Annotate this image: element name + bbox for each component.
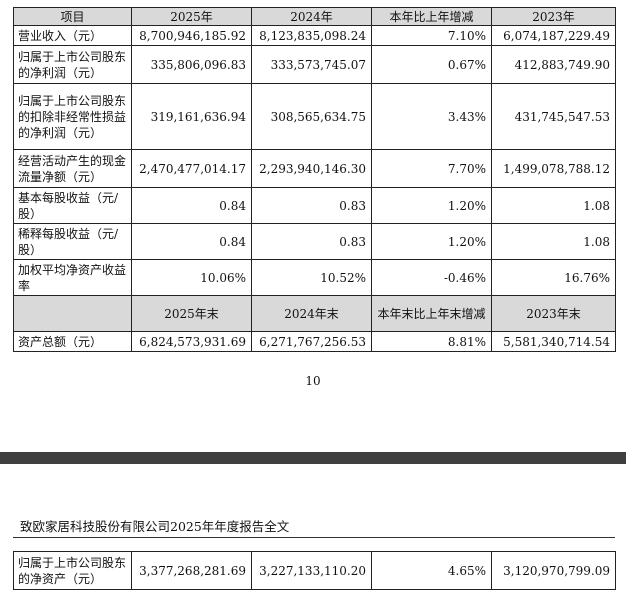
financial-summary-table: 项目 2025年 2024年 本年比上年增减 2023年 营业收入（元） 8,7…	[13, 7, 616, 352]
value-change: 3.43%	[371, 83, 492, 150]
page-separator	[0, 452, 626, 464]
row-label: 营业收入（元）	[13, 25, 132, 46]
table-row: 经营活动产生的现金流量净额（元） 2,470,477,014.17 2,293,…	[13, 149, 616, 188]
value-change: -0.46%	[371, 259, 492, 296]
value-2023: 431,745,547.53	[491, 83, 616, 150]
value-2025: 335,806,096.83	[131, 45, 252, 84]
row-label: 归属于上市公司股东的净资产（元）	[13, 551, 132, 590]
value-2024: 8,123,835,098.24	[251, 25, 372, 46]
row-label: 基本每股收益（元/股）	[13, 187, 132, 224]
financial-summary-table-continued: 归属于上市公司股东的净资产（元） 3,377,268,281.69 3,227,…	[13, 551, 616, 590]
value-2024: 10.52%	[251, 259, 372, 296]
value-change: 0.67%	[371, 45, 492, 84]
value-2025: 8,700,946,185.92	[131, 25, 252, 46]
value-2023: 1,499,078,788.12	[491, 149, 616, 188]
table-subheader-row: 2025年末 2024年末 本年末比上年末增减 2023年末	[13, 295, 616, 332]
value-change: 1.20%	[371, 187, 492, 224]
subheader-2023-end: 2023年末	[491, 295, 616, 332]
value-2023: 6,074,187,229.49	[491, 25, 616, 46]
table-row: 归属于上市公司股东的扣除非经常性损益的净利润（元） 319,161,636.94…	[13, 83, 616, 150]
value-2023: 1.08	[491, 223, 616, 260]
value-2025: 3,377,268,281.69	[131, 551, 252, 590]
row-label: 经营活动产生的现金流量净额（元）	[13, 149, 132, 188]
value-2025: 0.84	[131, 223, 252, 260]
value-2025: 2,470,477,014.17	[131, 149, 252, 188]
value-change: 1.20%	[371, 223, 492, 260]
table-row: 归属于上市公司股东的净利润（元） 335,806,096.83 333,573,…	[13, 45, 616, 84]
row-label: 稀释每股收益（元/股）	[13, 223, 132, 260]
header-2023: 2023年	[491, 7, 616, 26]
running-header: 致欧家居科技股份有限公司2025年年度报告全文	[20, 519, 290, 534]
value-change: 7.70%	[371, 149, 492, 188]
subheader-item	[13, 295, 132, 332]
value-2023: 3,120,970,799.09	[491, 551, 616, 590]
value-2024: 2,293,940,146.30	[251, 149, 372, 188]
table-row: 基本每股收益（元/股） 0.84 0.83 1.20% 1.08	[13, 187, 616, 224]
header-2024: 2024年	[251, 7, 372, 26]
row-label: 归属于上市公司股东的净利润（元）	[13, 45, 132, 84]
value-2025: 319,161,636.94	[131, 83, 252, 150]
value-2024: 3,227,133,110.20	[251, 551, 372, 590]
subheader-change: 本年末比上年末增减	[371, 295, 492, 332]
header-2025: 2025年	[131, 7, 252, 26]
row-label: 归属于上市公司股东的扣除非经常性损益的净利润（元）	[13, 83, 132, 150]
table-row: 归属于上市公司股东的净资产（元） 3,377,268,281.69 3,227,…	[13, 551, 616, 590]
value-2023: 412,883,749.90	[491, 45, 616, 84]
value-2024: 333,573,745.07	[251, 45, 372, 84]
header-change: 本年比上年增减	[371, 7, 492, 26]
value-2025: 0.84	[131, 187, 252, 224]
value-2024: 0.83	[251, 223, 372, 260]
header-item: 项目	[13, 7, 132, 26]
value-change: 8.81%	[371, 331, 492, 352]
value-change: 7.10%	[371, 25, 492, 46]
row-label: 资产总额（元）	[13, 331, 132, 352]
value-2023: 5,581,340,714.54	[491, 331, 616, 352]
page-number: 10	[305, 374, 321, 388]
table-row: 营业收入（元） 8,700,946,185.92 8,123,835,098.2…	[13, 25, 616, 46]
table-row: 加权平均净资产收益率 10.06% 10.52% -0.46% 16.76%	[13, 259, 616, 296]
subheader-2025-end: 2025年末	[131, 295, 252, 332]
value-2024: 0.83	[251, 187, 372, 224]
value-2023: 16.76%	[491, 259, 616, 296]
value-2025: 6,824,573,931.69	[131, 331, 252, 352]
table-row: 稀释每股收益（元/股） 0.84 0.83 1.20% 1.08	[13, 223, 616, 260]
table-header-row: 项目 2025年 2024年 本年比上年增减 2023年	[13, 7, 616, 26]
value-2024: 6,271,767,256.53	[251, 331, 372, 352]
value-change: 4.65%	[371, 551, 492, 590]
row-label: 加权平均净资产收益率	[13, 259, 132, 296]
value-2023: 1.08	[491, 187, 616, 224]
subheader-2024-end: 2024年末	[251, 295, 372, 332]
value-2024: 308,565,634.75	[251, 83, 372, 150]
header-divider	[13, 537, 615, 538]
table-row: 资产总额（元） 6,824,573,931.69 6,271,767,256.5…	[13, 331, 616, 352]
value-2025: 10.06%	[131, 259, 252, 296]
